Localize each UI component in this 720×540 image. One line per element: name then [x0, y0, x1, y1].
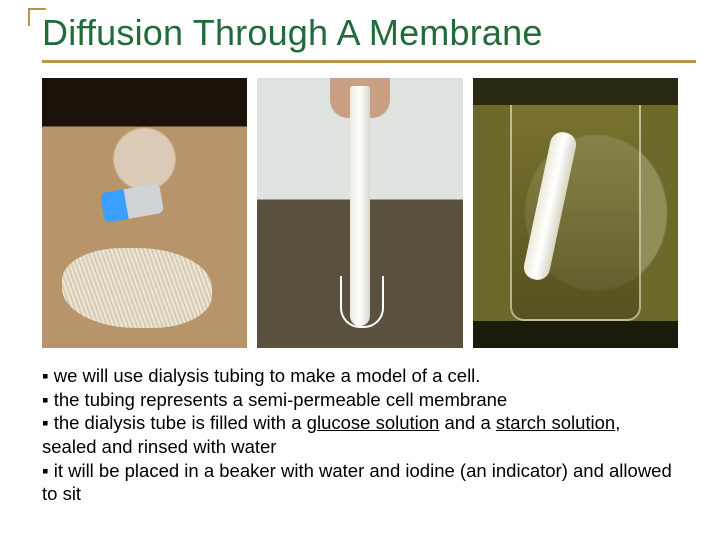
string-bundle [62, 248, 212, 328]
list-item: ▪ we will use dialysis tubing to make a … [42, 364, 678, 388]
page-title: Diffusion Through A Membrane [42, 12, 696, 54]
underline-text: glucose solution [307, 412, 440, 433]
list-item: ▪ the tubing represents a semi-permeable… [42, 388, 678, 412]
dialysis-tube [350, 86, 370, 326]
title-underline: Diffusion Through A Membrane [42, 12, 696, 63]
photo-tubing-held [257, 78, 462, 348]
scissors-icon [100, 183, 164, 223]
bullet-text: we will use dialysis tubing to make a mo… [54, 365, 481, 386]
bullet-glyph: ▪ [42, 412, 49, 433]
bullet-text: the dialysis tube is filled with a [54, 412, 307, 433]
photo-tray-supplies [42, 78, 247, 348]
photo-beaker-tubing [473, 78, 678, 348]
beaker [510, 105, 641, 321]
list-item: ▪ it will be placed in a beaker with wat… [42, 459, 678, 506]
bullet-text: the tubing represents a semi-permeable c… [54, 389, 507, 410]
list-item: ▪ the dialysis tube is filled with a glu… [42, 411, 678, 458]
underline-text: starch solution [496, 412, 615, 433]
bullet-glyph: ▪ [42, 460, 49, 481]
images-row [42, 78, 678, 348]
bullet-text: it will be placed in a beaker with water… [42, 460, 672, 505]
bullet-list: ▪ we will use dialysis tubing to make a … [42, 364, 678, 506]
bullet-glyph: ▪ [42, 389, 49, 410]
bullet-text: and a [439, 412, 496, 433]
bullet-glyph: ▪ [42, 365, 49, 386]
